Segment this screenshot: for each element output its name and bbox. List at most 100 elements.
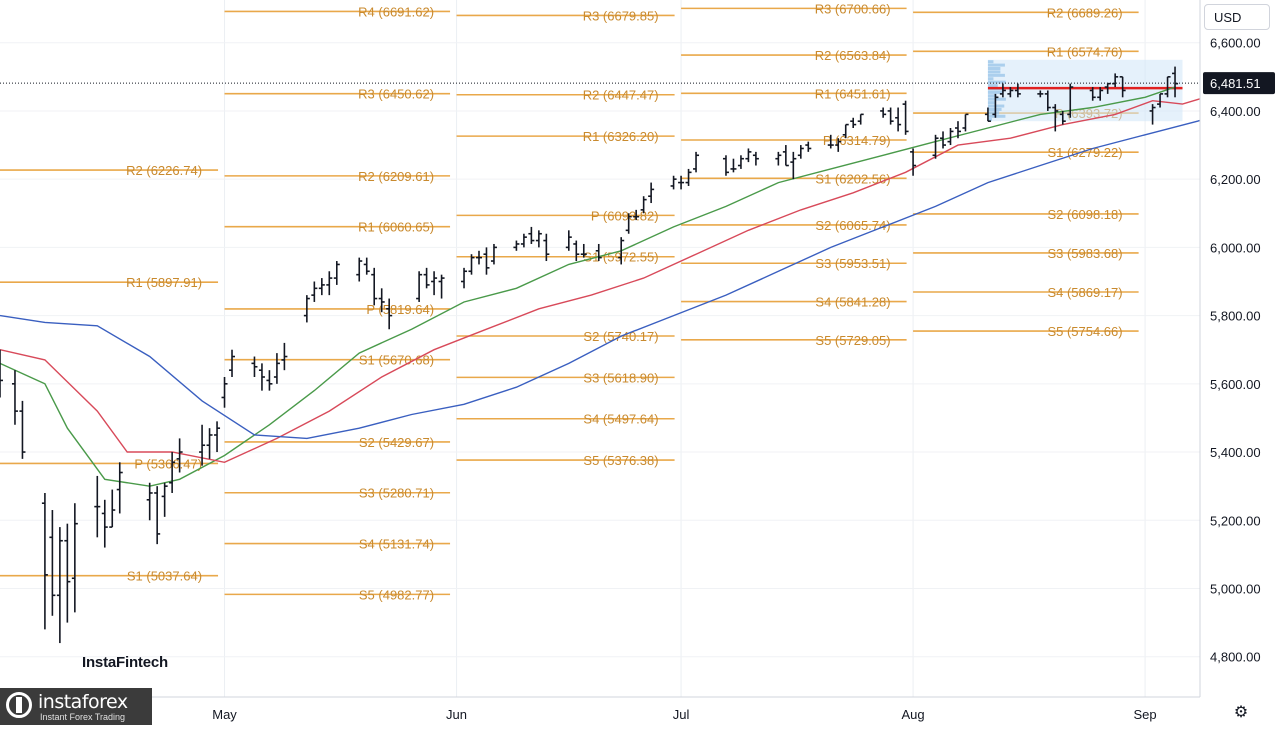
ohlc-bar bbox=[947, 127, 954, 146]
ohlc-bar bbox=[670, 175, 677, 190]
pivot-label-s2: S2 (5429.67) bbox=[359, 435, 434, 450]
ohlc-bar bbox=[730, 158, 737, 173]
ohlc-bar bbox=[797, 145, 804, 159]
ohlc-bar bbox=[999, 83, 1006, 98]
price-tick-label: 6,000.00 bbox=[1210, 240, 1261, 255]
ohlc-bar bbox=[1164, 76, 1171, 98]
ohlc-bar bbox=[101, 499, 108, 548]
gear-icon[interactable]: ⚙ bbox=[1233, 704, 1249, 721]
ohlc-bar bbox=[94, 475, 101, 538]
ohlc-bar bbox=[41, 492, 48, 630]
ohlc-bar bbox=[895, 107, 902, 132]
pivot-label-r3: R3 (6679.85) bbox=[583, 8, 659, 23]
ohlc-bar bbox=[573, 240, 580, 262]
pivot-label-r2: R2 (6209.61) bbox=[358, 169, 434, 184]
volume-profile-row bbox=[987, 111, 1000, 115]
ohlc-bar bbox=[169, 452, 176, 493]
ohlc-bar bbox=[229, 349, 236, 378]
pivot-label-s4: S4 (5869.17) bbox=[1047, 285, 1122, 300]
ohlc-bar bbox=[161, 482, 168, 517]
ohlc-bar bbox=[633, 209, 640, 221]
ohlc-bar bbox=[1104, 82, 1111, 94]
logo-name: instaforex bbox=[38, 691, 128, 713]
pivot-label-s3: S3 (5953.51) bbox=[815, 256, 890, 271]
pivot-label-r1: R1 (6451.61) bbox=[815, 86, 891, 101]
ohlc-bar bbox=[954, 121, 961, 139]
pivot-label-p: P (5819.64) bbox=[366, 302, 434, 317]
ohlc-bar bbox=[475, 250, 482, 265]
ohlc-bar bbox=[535, 230, 542, 248]
ohlc-bar bbox=[685, 168, 692, 186]
pivot-label-r1: R1 (6326.20) bbox=[583, 129, 659, 144]
ohlc-bar bbox=[281, 342, 288, 371]
ohlc-bar bbox=[423, 267, 430, 289]
ohlc-bar bbox=[416, 271, 423, 302]
ohlc-bar bbox=[513, 240, 520, 251]
logo-tagline: Instant Forex Trading bbox=[40, 712, 126, 722]
ohlc-bar bbox=[678, 175, 685, 190]
pivot-label-p: P (6093.82) bbox=[591, 208, 659, 223]
ohlc-bar bbox=[214, 421, 221, 453]
ohlc-bar bbox=[528, 226, 535, 244]
ohlc-bar bbox=[880, 107, 887, 118]
ohlc-bar bbox=[565, 230, 572, 251]
pivot-label-r2: R2 (6689.26) bbox=[1047, 5, 1123, 20]
ohlc-bar bbox=[461, 267, 468, 289]
month-label: Jul bbox=[673, 707, 690, 722]
month-label: Jun bbox=[446, 707, 467, 722]
last-price-badge bbox=[1203, 72, 1275, 95]
ohlc-bar bbox=[722, 155, 729, 176]
ohlc-bar bbox=[490, 243, 497, 265]
ohlc-bar bbox=[618, 237, 625, 265]
moving-average-line-3 bbox=[0, 106, 1243, 440]
ohlc-bar bbox=[438, 274, 445, 299]
moving-averages bbox=[0, 86, 1243, 487]
ohlc-bar bbox=[648, 182, 655, 204]
ohlc-bar bbox=[782, 145, 789, 167]
volume-profile-row bbox=[987, 63, 1005, 67]
pivot-label-s5: S5 (5729.05) bbox=[815, 333, 890, 348]
volume-profile-row bbox=[987, 97, 1006, 101]
ohlc-bar bbox=[693, 151, 700, 173]
ohlc-bar bbox=[49, 510, 56, 616]
ohlc-bar bbox=[146, 482, 153, 521]
ohlc-bar bbox=[1052, 104, 1059, 132]
pivot-label-s1: S1 (5037.64) bbox=[127, 569, 202, 584]
pivot-label-s3: S3 (5280.71) bbox=[359, 486, 434, 501]
price-tick-label: 4,800.00 bbox=[1210, 650, 1261, 665]
ohlc-bar bbox=[857, 113, 864, 125]
price-tick-label: 5,200.00 bbox=[1210, 513, 1261, 528]
ohlc-bar bbox=[154, 486, 161, 545]
month-label: May bbox=[212, 707, 237, 722]
pivot-label-s1: S1 (6279.22) bbox=[1047, 145, 1122, 160]
volume-profile-row bbox=[987, 101, 995, 105]
ohlc-bar bbox=[468, 254, 475, 275]
brand-label: InstaFintech bbox=[82, 654, 168, 671]
ohlc-bar bbox=[962, 113, 969, 132]
ohlc-bar bbox=[835, 138, 842, 152]
ohlc-bar bbox=[19, 400, 26, 459]
ohlc-bar bbox=[0, 349, 3, 398]
ohlc-bar bbox=[11, 370, 18, 425]
ohlc-bar bbox=[902, 100, 909, 135]
pivot-label-s4: S4 (5841.28) bbox=[815, 295, 890, 310]
ohlc-bar bbox=[984, 107, 991, 122]
ohlc-bar bbox=[333, 261, 340, 285]
ohlc-bar bbox=[932, 134, 939, 159]
ohlc-bar bbox=[1157, 93, 1164, 108]
volume-profile-row bbox=[987, 118, 992, 122]
ohlc-bar bbox=[303, 295, 310, 323]
ohlc-bar bbox=[378, 288, 385, 313]
currency-button[interactable]: USD bbox=[1204, 4, 1270, 30]
ohlc-bar bbox=[266, 370, 273, 391]
pivot-label-r1: R1 (5897.91) bbox=[126, 275, 202, 290]
ohlc-bar bbox=[745, 148, 752, 163]
ohlc-bar bbox=[318, 278, 325, 296]
ohlc-bar bbox=[64, 523, 71, 623]
ohlc-bar bbox=[1172, 66, 1179, 98]
pivot-label-s5: S5 (5376.38) bbox=[583, 453, 658, 468]
ohlc-bar bbox=[520, 233, 527, 248]
ohlc-bar bbox=[910, 148, 917, 176]
